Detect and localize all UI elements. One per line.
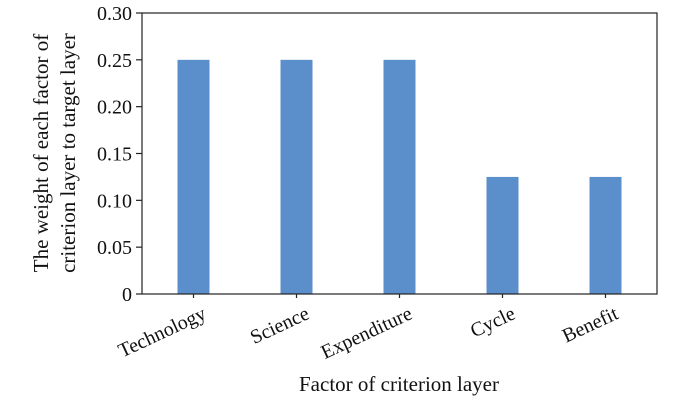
y-axis-ticks: 0 0.05 0.10 0.15 0.20 0.25 0.30 (97, 3, 142, 306)
bar-benefit (589, 176, 622, 294)
bar-science (280, 59, 313, 295)
x-axis-tick-labels: Technology Science Expenditure Cycle Benefit (115, 294, 622, 364)
bar-expenditure (383, 59, 416, 295)
x-tick-label-cycle: Cycle (467, 303, 519, 343)
y-tick-label: 0.05 (97, 237, 132, 259)
bar-technology (177, 59, 210, 295)
bar-cycle (486, 176, 519, 294)
x-tick-label-expenditure: Expenditure (318, 303, 416, 364)
y-tick-label: 0.15 (97, 144, 132, 166)
x-tick-label-science: Science (247, 303, 313, 349)
plot-frame (141, 12, 658, 295)
y-tick-label: 0.25 (97, 50, 132, 72)
x-tick-label-benefit: Benefit (559, 302, 622, 347)
y-axis-title-line-1: The weight of each factor of (29, 34, 53, 272)
bars (177, 59, 622, 295)
y-tick-label: 0.20 (97, 97, 132, 119)
y-tick-label: 0 (122, 284, 132, 306)
y-axis-title-line-2: criterion layer to target layer (56, 33, 80, 273)
x-axis-title: Factor of criterion layer (299, 372, 499, 396)
x-tick-label-technology: Technology (115, 303, 210, 363)
y-tick-label: 0.10 (97, 190, 132, 212)
y-tick-label: 0.30 (97, 3, 132, 25)
